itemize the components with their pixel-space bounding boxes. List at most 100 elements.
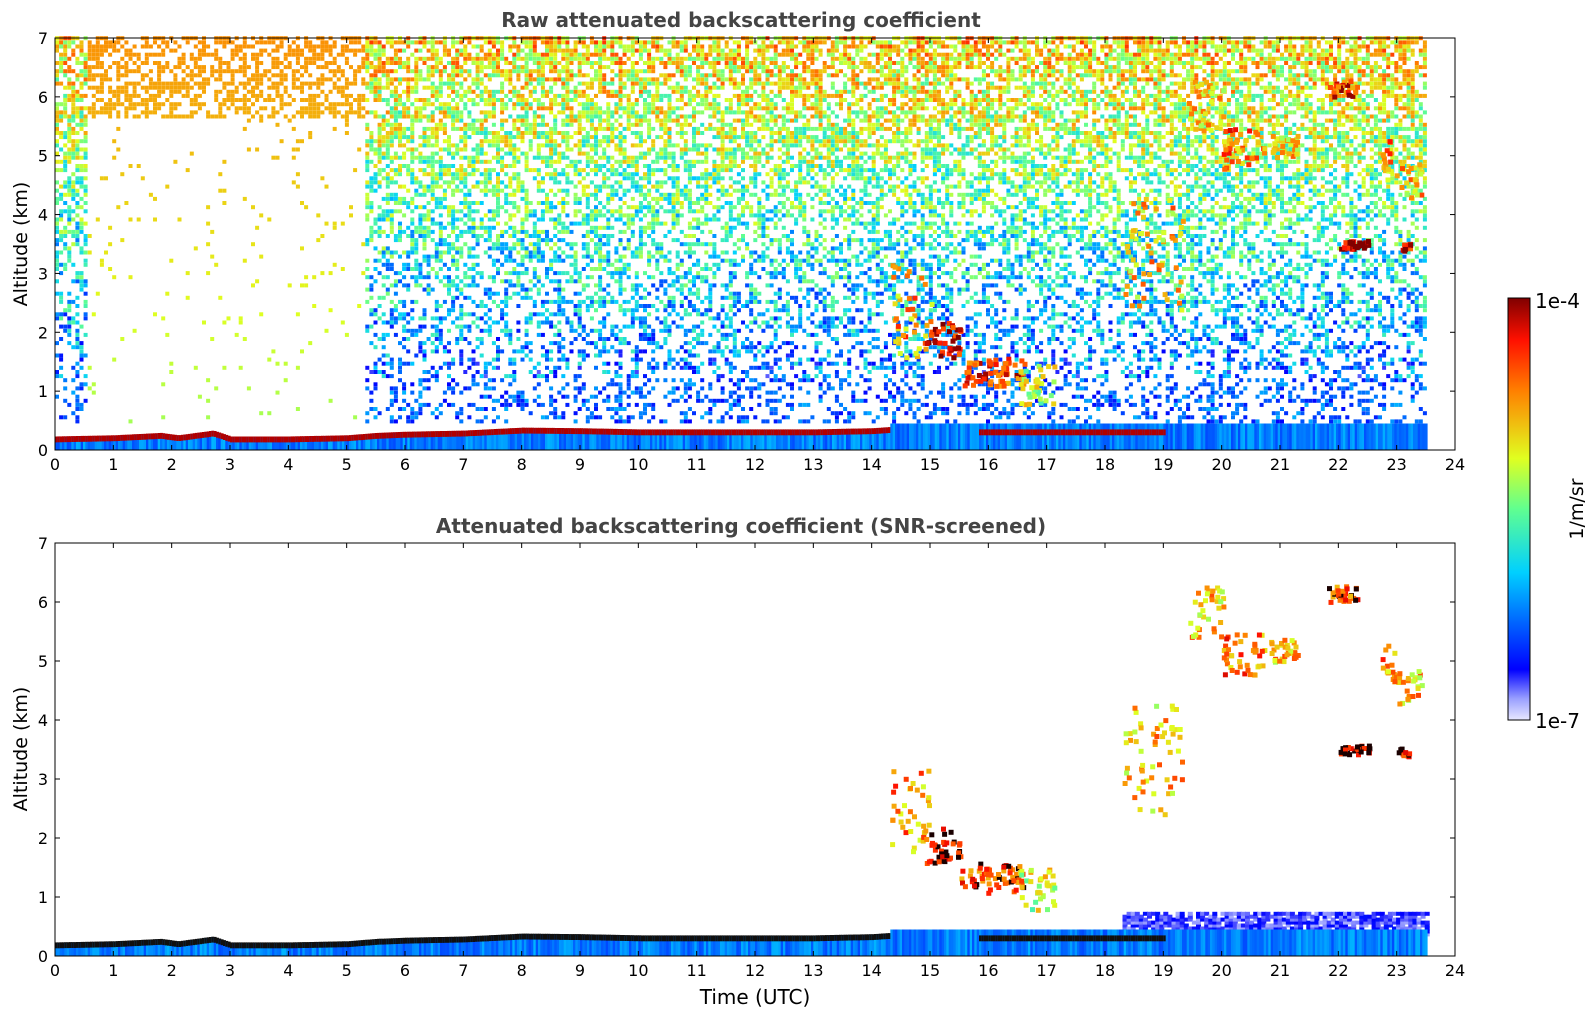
noise-pixel [516, 98, 521, 102]
noise-pixel [508, 374, 513, 379]
noise-pixel [614, 419, 619, 424]
noise-pixel [516, 337, 521, 341]
noise-pixel [602, 118, 607, 123]
noise-pixel [528, 287, 533, 292]
noise-pixel [598, 320, 603, 325]
noise-pixel [569, 275, 574, 280]
noise-pixel [651, 275, 656, 280]
noise-pixel [377, 52, 382, 57]
noise-pixel [679, 85, 684, 90]
noise-pixel [475, 65, 480, 70]
noise-pixel [59, 324, 64, 329]
noise-pixel [626, 225, 631, 230]
noise-pixel [626, 48, 631, 53]
noise-pixel [255, 61, 260, 65]
noise-pixel [328, 61, 333, 65]
noise-pixel [638, 254, 643, 259]
noise-pixel [402, 267, 407, 271]
noise-pixel [594, 209, 598, 214]
noise-pixel [589, 217, 594, 222]
noise-pixel [585, 283, 590, 288]
noise-pixel [581, 242, 586, 247]
noise-pixel [655, 106, 660, 111]
noise-pixel [663, 320, 668, 325]
noise-pixel [683, 250, 688, 255]
noise-pixel [577, 89, 582, 94]
noise-pixel [561, 258, 566, 263]
noise-pixel [643, 172, 647, 177]
noise-pixel [500, 188, 505, 193]
noise-pixel [663, 168, 668, 173]
noise-pixel [353, 52, 358, 57]
noise-pixel [479, 201, 484, 205]
noise-pixel [300, 81, 304, 86]
noise-pixel [614, 89, 619, 94]
noise-pixel [655, 287, 660, 292]
noise-pixel [565, 271, 570, 276]
noise-pixel [651, 242, 656, 247]
noise-pixel [532, 299, 537, 304]
noise-pixel [312, 93, 317, 98]
noise-pixel [540, 143, 545, 148]
noise-pixel [275, 73, 280, 78]
noise-pixel [687, 114, 692, 119]
noise-pixel [471, 312, 476, 317]
noise-pixel [524, 254, 529, 259]
noise-pixel [422, 213, 427, 218]
noise-pixel [63, 386, 68, 391]
noise-pixel [218, 295, 223, 300]
noise-pixel [606, 176, 611, 181]
noise-pixel [185, 65, 190, 70]
noise-pixel [643, 164, 647, 168]
noise-pixel [83, 353, 88, 358]
noise-pixel [594, 114, 598, 119]
noise-pixel [471, 44, 476, 49]
noise-pixel [75, 56, 80, 61]
noise-pixel [643, 320, 647, 325]
noise-pixel [606, 44, 611, 49]
noise-pixel [687, 242, 692, 247]
noise-pixel [557, 357, 562, 362]
noise-pixel [447, 374, 451, 379]
noise-pixel [622, 159, 627, 164]
noise-pixel [402, 328, 407, 333]
noise-pixel [610, 345, 615, 350]
noise-pixel [577, 279, 582, 284]
noise-pixel [532, 122, 537, 127]
noise-pixel [610, 225, 615, 230]
noise-pixel [328, 398, 333, 403]
noise-pixel [614, 172, 619, 177]
noise-pixel [410, 77, 415, 82]
noise-pixel [516, 349, 521, 354]
noise-pixel [516, 159, 521, 164]
noise-pixel [455, 382, 460, 387]
noise-pixel [438, 242, 443, 247]
noise-pixel [549, 69, 554, 74]
noise-pixel [606, 159, 611, 164]
noise-pixel [467, 205, 472, 210]
noise-pixel [647, 164, 652, 168]
noise-pixel [679, 56, 684, 61]
noise-pixel [630, 114, 635, 119]
noise-pixel [373, 246, 378, 251]
noise-pixel [630, 308, 635, 313]
noise-pixel [246, 89, 251, 94]
noise-pixel [410, 209, 415, 214]
noise-pixel [675, 275, 680, 280]
noise-pixel [402, 184, 407, 189]
noise-pixel [242, 85, 247, 90]
noise-pixel [487, 394, 492, 399]
noise-pixel [545, 320, 549, 325]
noise-pixel [610, 332, 615, 337]
noise-pixel [479, 143, 484, 148]
noise-pixel [79, 386, 84, 391]
noise-pixel [622, 312, 627, 317]
noise-pixel [553, 61, 558, 65]
noise-pixel [626, 308, 631, 313]
noise-pixel [426, 258, 431, 263]
noise-pixel [573, 40, 578, 45]
noise-pixel [585, 234, 590, 238]
noise-pixel [598, 238, 603, 243]
noise-pixel [483, 139, 488, 144]
noise-pixel [75, 320, 80, 325]
